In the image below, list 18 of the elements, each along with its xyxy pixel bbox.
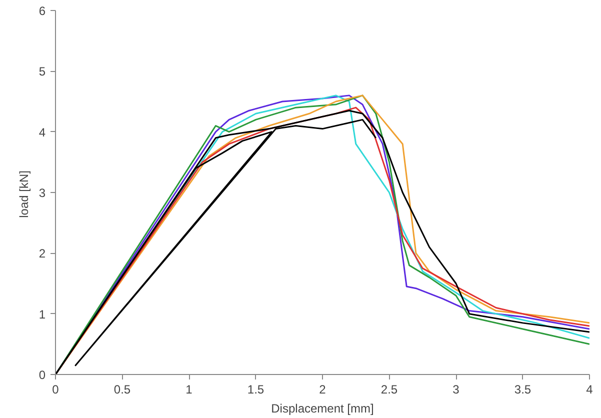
- y-tick-label: 3: [38, 186, 46, 200]
- y-axis-title: load [kN]: [16, 170, 31, 218]
- x-tick-label: 1.5: [247, 382, 264, 396]
- x-tick-label: 0.5: [114, 382, 131, 396]
- x-tick-label: 0: [52, 382, 60, 396]
- x-tick-label: 2.5: [380, 382, 398, 396]
- y-tick-label: 4: [38, 125, 46, 140]
- x-axis-title: Displacement [mm]: [271, 402, 374, 416]
- x-tick-label: 3.5: [514, 382, 532, 396]
- x-tick-label: 3: [452, 382, 460, 396]
- x-tick-label: 2: [319, 382, 326, 396]
- y-tick-label: 0: [38, 368, 46, 382]
- y-tick-label: 5: [38, 64, 46, 79]
- y-tick-label: 6: [38, 4, 46, 18]
- x-tick-label: 1: [186, 382, 193, 396]
- y-tick-label: 1: [38, 307, 46, 322]
- x-tick-label: 4: [586, 382, 594, 396]
- y-tick-label: 2: [38, 246, 46, 261]
